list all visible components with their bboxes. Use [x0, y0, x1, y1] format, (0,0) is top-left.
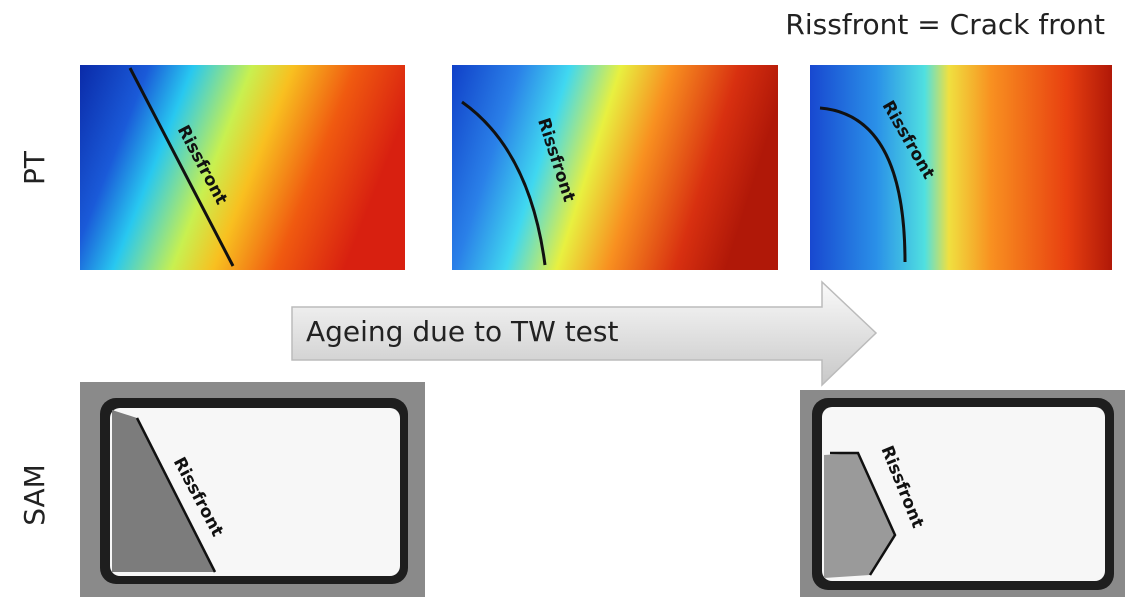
row-label: SAM	[18, 464, 51, 526]
pt-image	[80, 65, 405, 270]
arrow-label: Ageing due to TW test	[306, 315, 618, 348]
row-label: PT	[18, 150, 51, 185]
pt-image	[452, 65, 778, 270]
pt-image	[810, 65, 1112, 270]
legend-note: Rissfront = Crack front	[785, 8, 1105, 41]
figure: Rissfront = Crack front PT SAM Rissfront…	[0, 0, 1129, 597]
